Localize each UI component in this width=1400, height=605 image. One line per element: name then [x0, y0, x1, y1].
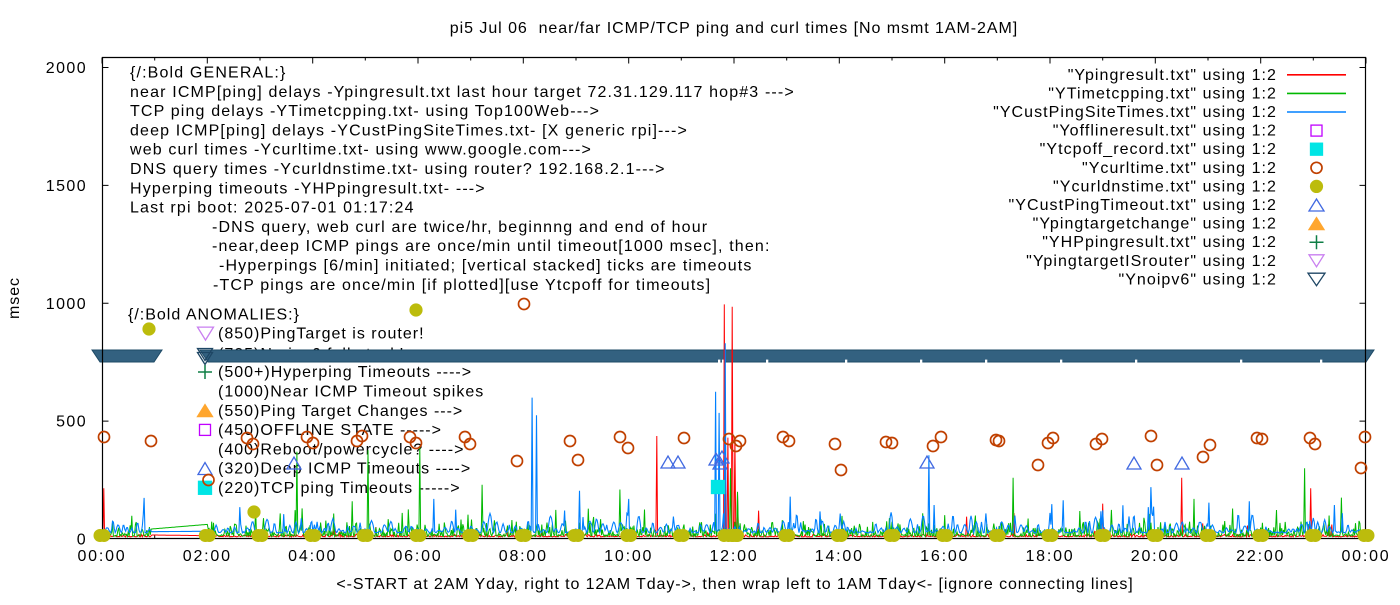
- svg-text:(220)TCP ping Timeouts ----->: (220)TCP ping Timeouts ----->: [218, 480, 461, 497]
- svg-text:web curl times -Ycurltime.txt-: web curl times -Ycurltime.txt- using www…: [129, 142, 592, 159]
- svg-text:14:00: 14:00: [815, 548, 864, 565]
- svg-text:1500: 1500: [46, 178, 87, 195]
- svg-text:Last rpi boot: 2025-07-01 01:1: Last rpi boot: 2025-07-01 01:17:24: [130, 200, 415, 217]
- svg-text:{/:Bold ANOMALIES:}: {/:Bold ANOMALIES:}: [128, 306, 300, 323]
- svg-text:Hyperping timeouts -YHPpingres: Hyperping timeouts -YHPpingresult.txt- -…: [130, 180, 486, 197]
- svg-text:(850)PingTarget is router!: (850)PingTarget is router!: [218, 326, 425, 343]
- svg-text:deep ICMP[ping] delays -YCustP: deep ICMP[ping] delays -YCustPingSiteTim…: [130, 122, 688, 139]
- svg-text:"Yofflineresult.txt" using 1:2: "Yofflineresult.txt" using 1:2: [1053, 123, 1277, 140]
- svg-text:-DNS query, web curl are twice: -DNS query, web curl are twice/hr, begin…: [212, 219, 708, 236]
- svg-text:00:00: 00:00: [77, 548, 126, 565]
- svg-text:<-START at 2AM Yday, right to: <-START at 2AM Yday, right to 12AM Tday-…: [336, 576, 1133, 593]
- svg-text:00:00: 00:00: [1341, 548, 1390, 565]
- svg-text:{/:Bold GENERAL:}: {/:Bold GENERAL:}: [130, 65, 287, 82]
- svg-text:"YCustPingTimeout.txt" using 1: "YCustPingTimeout.txt" using 1:2: [1009, 197, 1277, 214]
- svg-text:2000: 2000: [46, 60, 87, 77]
- svg-text:0: 0: [77, 532, 87, 549]
- svg-text:12:00: 12:00: [709, 548, 758, 565]
- svg-text:"Ypingresult.txt" using 1:2: "Ypingresult.txt" using 1:2: [1068, 67, 1277, 84]
- svg-text:"YTimetcpping.txt" using 1:2: "YTimetcpping.txt" using 1:2: [1048, 85, 1277, 102]
- svg-text:-TCP pings are once/min [if pl: -TCP pings are once/min [if plotted][use…: [213, 277, 711, 294]
- svg-text:500: 500: [56, 414, 87, 431]
- svg-text:1000: 1000: [46, 296, 87, 313]
- svg-text:(500+)Hyperping Timeouts ---->: (500+)Hyperping Timeouts ---->: [218, 364, 472, 381]
- svg-text:10:00: 10:00: [604, 548, 653, 565]
- svg-text:"YHPpingresult.txt" using 1:2: "YHPpingresult.txt" using 1:2: [1042, 234, 1277, 251]
- svg-text:"Ynoipv6" using 1:2: "Ynoipv6" using 1:2: [1118, 271, 1277, 288]
- svg-text:(450)OFFLINE STATE ----->: (450)OFFLINE STATE ----->: [218, 422, 442, 439]
- svg-text:(550)Ping Target Changes --->: (550)Ping Target Changes --->: [218, 403, 463, 420]
- svg-text:02:00: 02:00: [183, 548, 232, 565]
- svg-text:-Hyperpings [6/min] initiated;: -Hyperpings [6/min] initiated; [vertical…: [219, 258, 753, 275]
- svg-text:"Ytcpoff_record.txt" using 1:2: "Ytcpoff_record.txt" using 1:2: [1040, 141, 1277, 158]
- svg-text:"Ycurldnstime.txt" using 1:2: "Ycurldnstime.txt" using 1:2: [1053, 178, 1277, 195]
- svg-text:20:00: 20:00: [1131, 548, 1180, 565]
- svg-text:"Ypingtargetchange" using 1:2: "Ypingtargetchange" using 1:2: [1033, 216, 1277, 233]
- svg-text:DNS query times -Ycurldnstime.: DNS query times -Ycurldnstime.txt- using…: [130, 161, 666, 178]
- svg-text:08:00: 08:00: [499, 548, 548, 565]
- svg-text:16:00: 16:00: [920, 548, 969, 565]
- svg-text:(400)Reboot/powercycle? ---->: (400)Reboot/powercycle? ---->: [218, 441, 464, 458]
- svg-text:(1000)Near ICMP Timeout spikes: (1000)Near ICMP Timeout spikes: [218, 384, 484, 401]
- svg-text:(320)Deep ICMP Timeouts ---->: (320)Deep ICMP Timeouts ---->: [218, 461, 471, 478]
- svg-text:-near,deep ICMP pings are once: -near,deep ICMP pings are once/min until…: [212, 238, 771, 255]
- svg-text:pi5 Jul 06 near/far ICMP/TCP: pi5 Jul 06 near/far ICMP/TCP ping and cu…: [450, 20, 1018, 37]
- svg-text:06:00: 06:00: [393, 548, 442, 565]
- svg-text:"YCustPingSiteTimes.txt" using: "YCustPingSiteTimes.txt" using 1:2: [993, 104, 1277, 121]
- svg-text:msec: msec: [6, 277, 23, 319]
- svg-text:near ICMP[ping] delays -Ypingr: near ICMP[ping] delays -Ypingresult.txt …: [130, 84, 795, 101]
- svg-text:TCP ping delays -YTimetcpping.: TCP ping delays -YTimetcpping.txt- using…: [130, 103, 600, 120]
- svg-text:"Ycurltime.txt" using 1:2: "Ycurltime.txt" using 1:2: [1082, 160, 1277, 177]
- svg-text:18:00: 18:00: [1025, 548, 1074, 565]
- svg-text:22:00: 22:00: [1236, 548, 1285, 565]
- svg-text:04:00: 04:00: [288, 548, 337, 565]
- svg-text:"YpingtargetISrouter" using 1:: "YpingtargetISrouter" using 1:2: [1026, 253, 1277, 270]
